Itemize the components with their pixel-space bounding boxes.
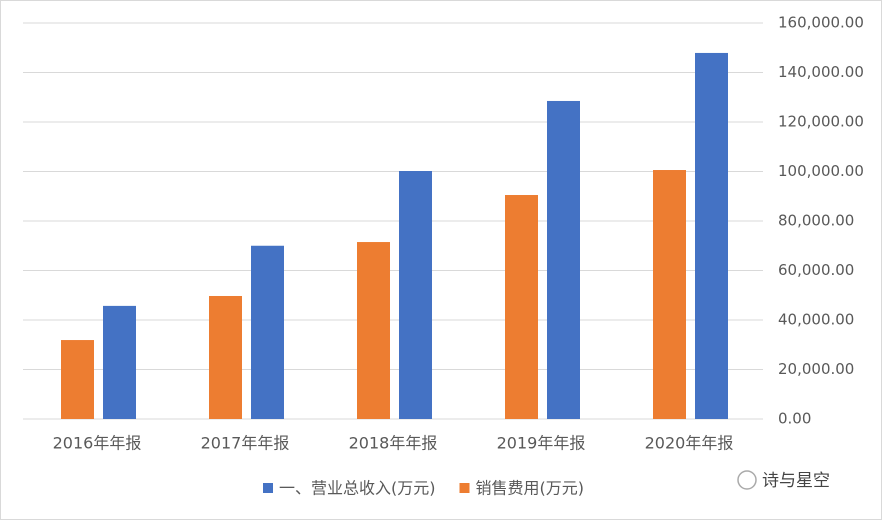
bar [61,340,94,419]
y-tick-label: 120,000.00 [778,113,864,131]
legend-label: 销售费用(万元) [476,479,585,498]
bar [251,245,284,419]
legend-swatch [263,483,273,493]
y-tick-label: 160,000.00 [778,14,864,32]
y-tick-label: 140,000.00 [778,63,864,81]
y-tick-label: 60,000.00 [778,261,854,279]
x-tick-label: 2018年年报 [349,434,438,453]
legend-label: 一、营业总收入(万元) [279,479,436,498]
x-tick-label: 2020年年报 [645,434,734,453]
legend-swatch [459,483,470,493]
watermark-text: 诗与星空 [762,471,830,491]
bar [653,170,686,419]
x-tick-label: 2019年年报 [497,434,586,453]
bar [209,295,242,419]
watermark-icon [737,470,757,490]
x-tick-label: 2016年年报 [53,434,142,453]
y-tick-label: 0.00 [778,410,811,428]
bar [547,100,580,420]
watermark: 诗与星空 [737,470,830,491]
bar [103,305,136,419]
bar [357,242,390,419]
bar [399,171,432,419]
x-tick-label: 2017年年报 [201,434,290,453]
y-tick-label: 100,000.00 [778,162,864,180]
y-tick-label: 20,000.00 [778,360,854,378]
y-tick-label: 80,000.00 [778,212,854,230]
bar [695,52,728,419]
y-tick-label: 40,000.00 [778,311,854,329]
bar [505,195,538,419]
